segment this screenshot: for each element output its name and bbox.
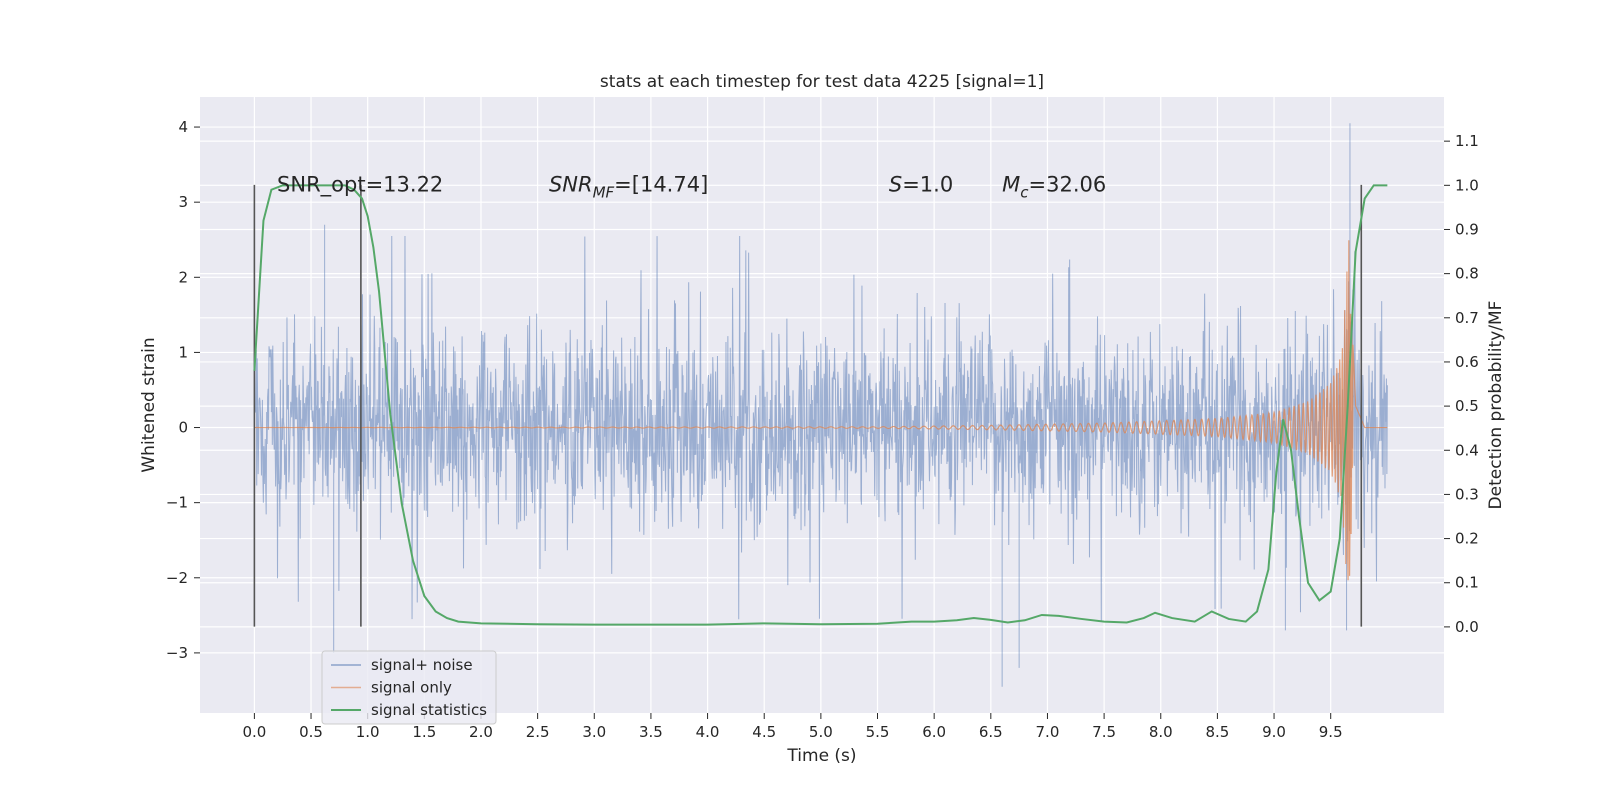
y-axis-label: Whitened strain bbox=[139, 337, 159, 472]
annotation-value: =[14.74] bbox=[614, 172, 708, 196]
y2-tick-label: 0.6 bbox=[1455, 353, 1479, 371]
series-signal-statistics bbox=[253, 184, 1388, 626]
annotation-snr-opt: SNR_opt=13.22 bbox=[277, 172, 443, 197]
legend-box bbox=[321, 650, 497, 725]
x-tick-label: 9.5 bbox=[1319, 723, 1343, 741]
x-tick-label: 3.0 bbox=[582, 723, 606, 741]
x-tick-label: 5.0 bbox=[809, 723, 833, 741]
y2-tick-label: 1.0 bbox=[1455, 176, 1479, 194]
y-tick-label: −1 bbox=[166, 494, 188, 512]
y2-tick-label: 0.7 bbox=[1455, 309, 1479, 327]
y2-tick-label: 1.1 bbox=[1455, 132, 1479, 150]
x-tick-label: 3.5 bbox=[639, 723, 663, 741]
annotation-value: =1.0 bbox=[902, 172, 953, 196]
segment-lines bbox=[253, 184, 1363, 627]
x-tick-label: 5.5 bbox=[866, 723, 890, 741]
annotations: SNR_opt=13.22 SNRMF=[14.74] S=1.0 Mc=32.06 bbox=[277, 172, 1106, 201]
annotation-mc: Mc=32.06 bbox=[1002, 172, 1106, 201]
annotation-snr-mf: SNRMF=[14.74] bbox=[549, 172, 708, 201]
y-axis-ticks: −3 −2 −1 0 1 2 3 4 bbox=[166, 118, 200, 662]
x-tick-label: 2.0 bbox=[469, 723, 493, 741]
y-tick-label: −3 bbox=[166, 644, 188, 662]
y-tick-label: 2 bbox=[178, 268, 188, 286]
y-tick-label: 3 bbox=[178, 193, 188, 211]
y-tick-label: 1 bbox=[178, 343, 188, 361]
y2-tick-label: 0.0 bbox=[1455, 618, 1479, 636]
x-tick-label: 0.5 bbox=[299, 723, 323, 741]
x-axis-label: Time (s) bbox=[786, 746, 856, 766]
x-tick-label: 0.0 bbox=[242, 723, 266, 741]
annotation-s-stat: S=1.0 bbox=[889, 172, 953, 196]
annotation-subscript: MF bbox=[593, 183, 615, 201]
y-tick-label: 0 bbox=[178, 419, 188, 437]
x-tick-label: 1.0 bbox=[356, 723, 380, 741]
x-tick-label: 7.5 bbox=[1092, 723, 1116, 741]
legend-label: signal only bbox=[371, 679, 452, 697]
y-tick-label: −2 bbox=[166, 569, 188, 587]
x-tick-label: 1.5 bbox=[412, 723, 436, 741]
legend-label: signal statistics bbox=[371, 701, 487, 719]
y2-axis-ticks: 0.0 0.1 0.2 0.3 0.4 0.5 0.6 0.7 0.8 0.9 1.0 1.1 bbox=[1444, 132, 1479, 636]
y-tick-label: 4 bbox=[178, 118, 188, 136]
x-axis-ticks: 0.0 0.5 1.0 1.5 2.0 2.5 3.0 3.5 4.0 4.5 5.0 5.5 6.0 6… bbox=[242, 713, 1343, 741]
x-tick-label: 7.0 bbox=[1036, 723, 1060, 741]
y2-tick-label: 0.4 bbox=[1455, 441, 1479, 459]
y2-tick-label: 0.8 bbox=[1455, 265, 1479, 283]
chart-title: stats at each timestep for test data 422… bbox=[600, 72, 1044, 92]
annotation-base: M bbox=[1002, 172, 1020, 196]
y2-tick-label: 0.9 bbox=[1455, 220, 1479, 238]
series-signal-only bbox=[254, 240, 1388, 581]
x-tick-label: 6.0 bbox=[922, 723, 946, 741]
x-tick-label: 8.5 bbox=[1205, 723, 1229, 741]
x-tick-label: 4.0 bbox=[696, 723, 720, 741]
y2-tick-label: 0.5 bbox=[1455, 397, 1479, 415]
annotation-value: =32.06 bbox=[1029, 172, 1107, 196]
annotation-subscript: c bbox=[1020, 183, 1029, 201]
y2-tick-label: 0.2 bbox=[1455, 530, 1479, 548]
y2-tick-label: 0.1 bbox=[1455, 574, 1479, 592]
y2-axis-label: Detection probability/MF bbox=[1486, 301, 1506, 510]
right-grid bbox=[200, 140, 1444, 628]
x-tick-label: 8.0 bbox=[1149, 723, 1173, 741]
legend: signal+ noise signal only signal statistic… bbox=[321, 650, 497, 725]
x-tick-label: 2.5 bbox=[526, 723, 550, 741]
x-tick-label: 6.5 bbox=[979, 723, 1003, 741]
x-tick-label: 4.5 bbox=[752, 723, 776, 741]
y2-tick-label: 0.3 bbox=[1455, 485, 1479, 503]
legend-label: signal+ noise bbox=[371, 656, 473, 674]
x-tick-label: 9.0 bbox=[1262, 723, 1286, 741]
annotation-base: S bbox=[889, 172, 902, 196]
annotation-base: SNR bbox=[549, 172, 593, 196]
